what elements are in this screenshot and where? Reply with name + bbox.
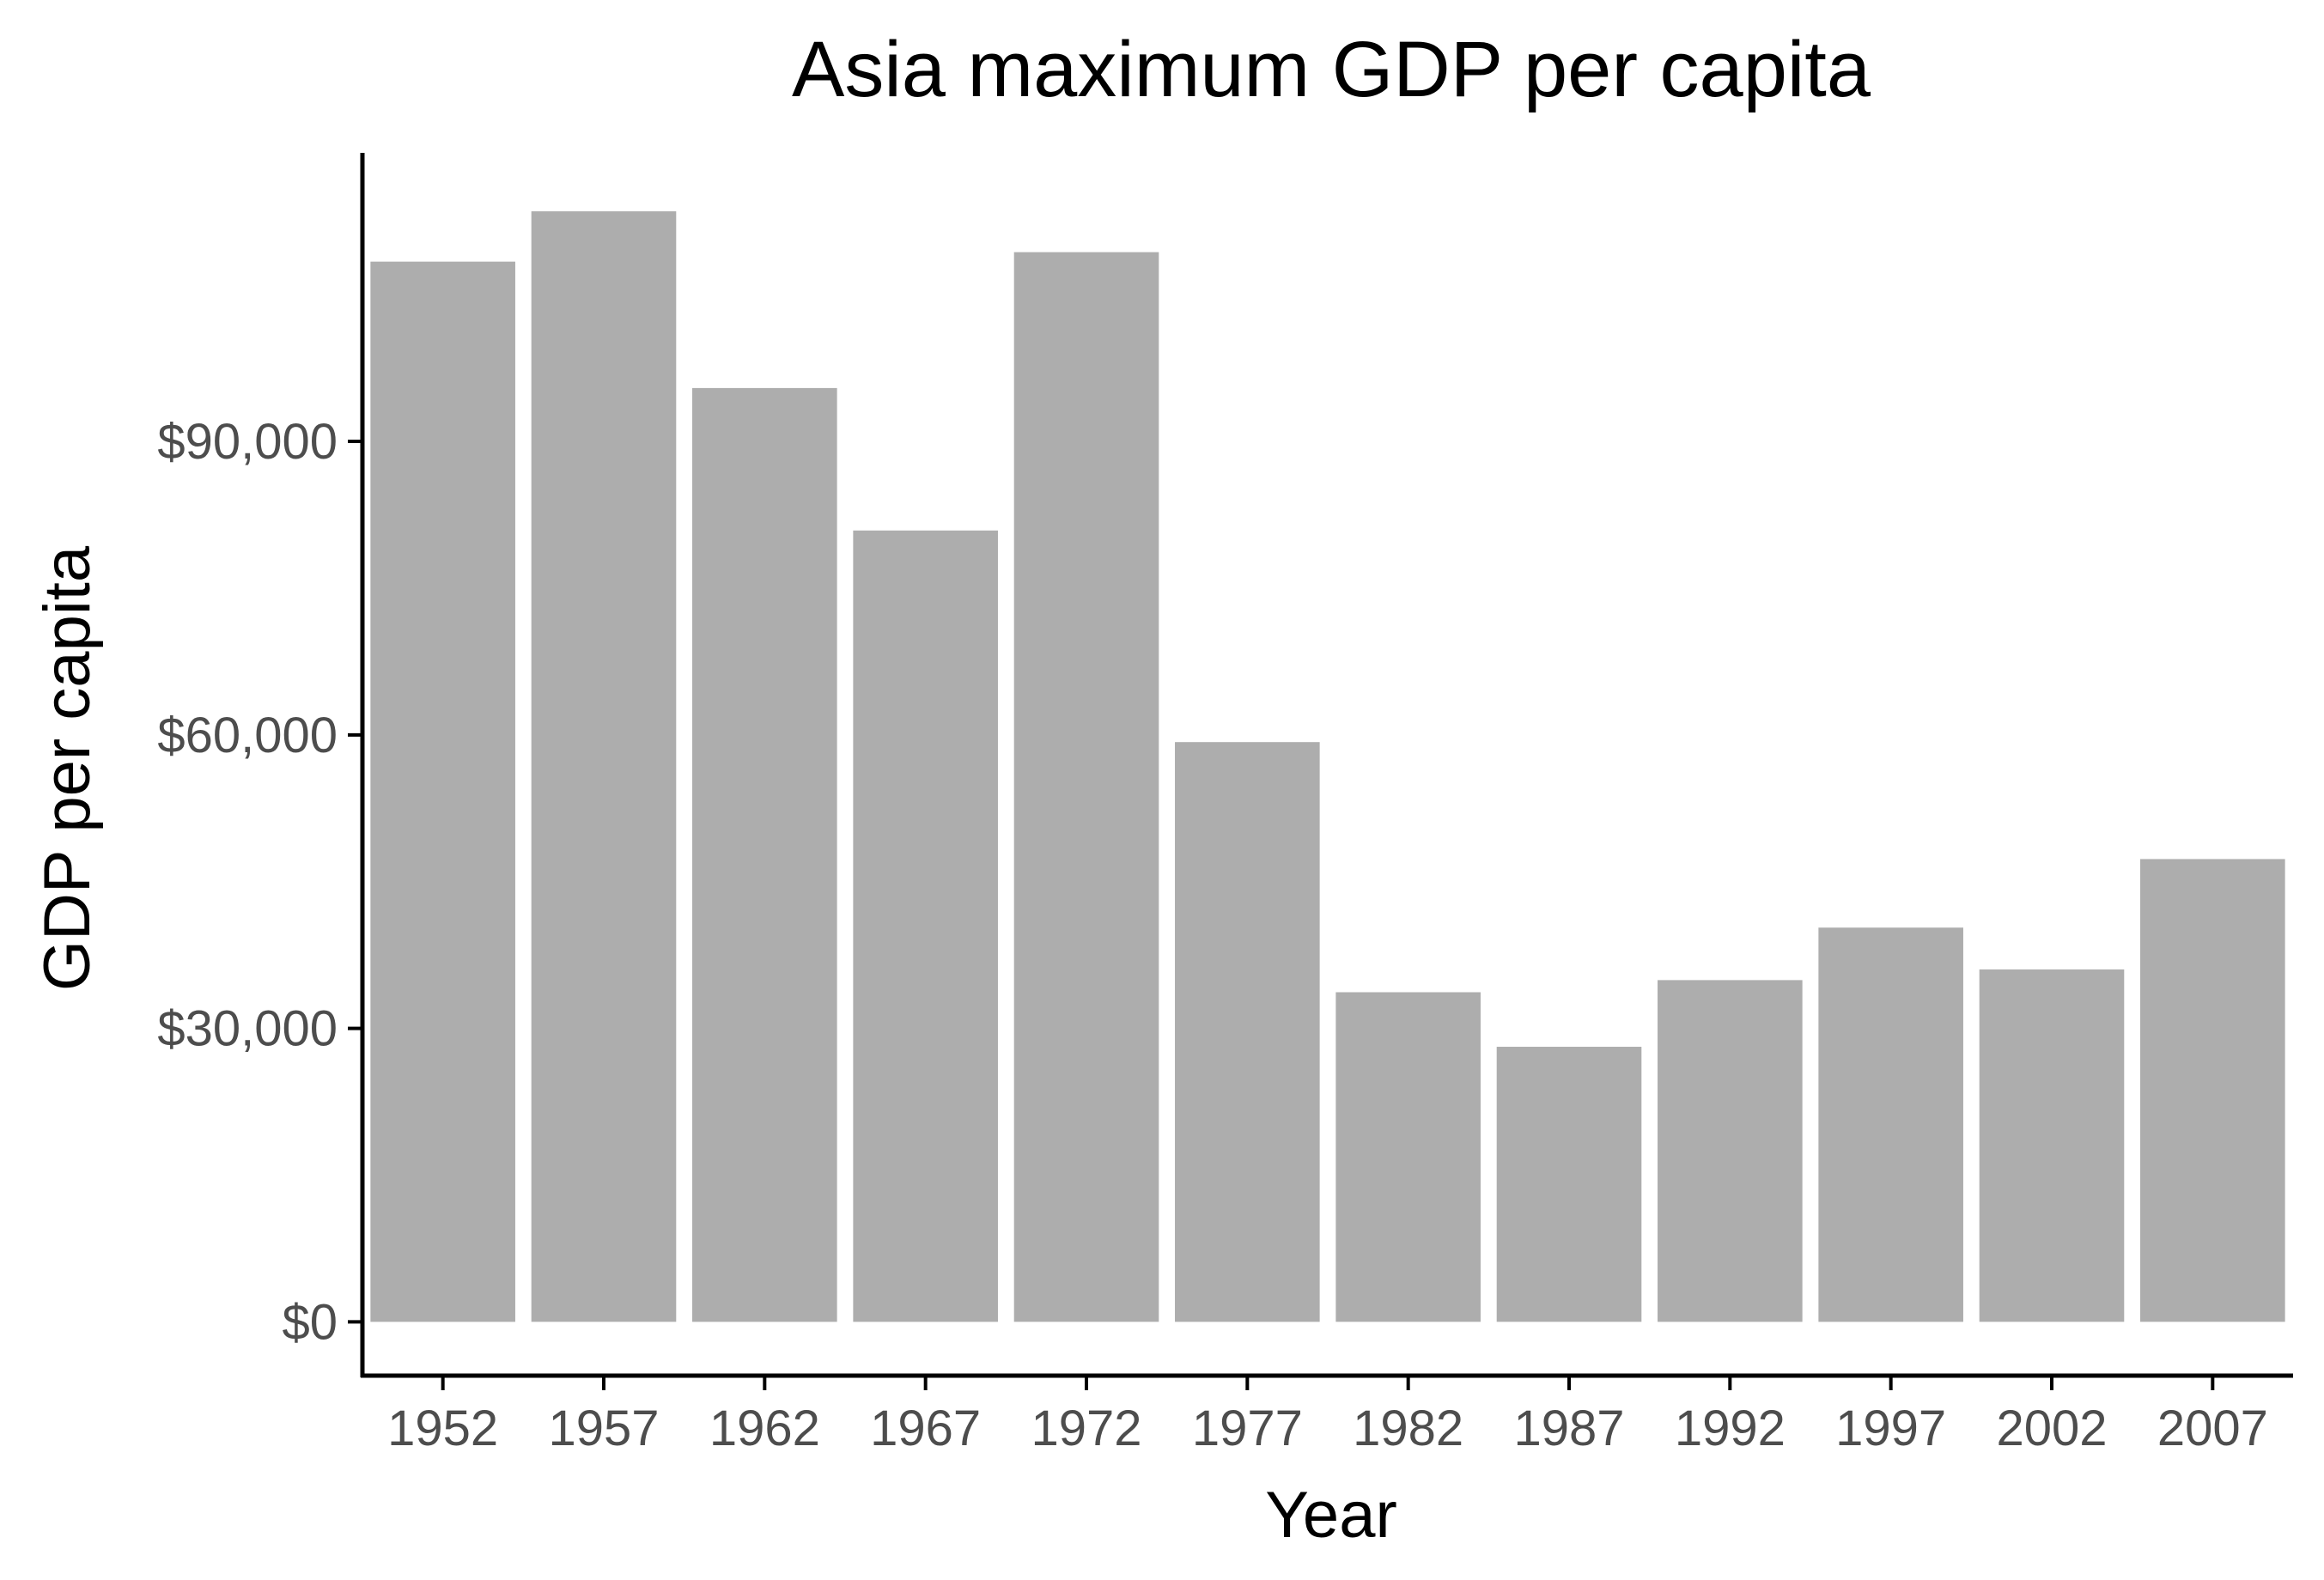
x-tick-label: 1957 — [548, 1401, 659, 1456]
x-tick-label: 1992 — [1675, 1401, 1786, 1456]
bar-1972 — [1013, 252, 1159, 1322]
x-tick-label: 1977 — [1192, 1401, 1303, 1456]
bar-2007 — [2140, 859, 2285, 1322]
x-tick-label: 1987 — [1513, 1401, 1624, 1456]
bars-group — [370, 211, 2285, 1322]
bar-1952 — [370, 261, 515, 1322]
y-tick-label: $0 — [282, 1294, 338, 1350]
x-tick-label: 1962 — [709, 1401, 820, 1456]
x-tick-label: 1972 — [1031, 1401, 1141, 1456]
y-axis-title: GDP per capita — [31, 545, 104, 991]
bar-1967 — [853, 530, 998, 1322]
x-tick-label: 2002 — [1996, 1401, 2107, 1456]
x-tick-label: 1952 — [387, 1401, 498, 1456]
x-tick-label: 1967 — [870, 1401, 981, 1456]
bar-1987 — [1496, 1047, 1642, 1322]
x-tick-label: 2007 — [2157, 1401, 2268, 1456]
x-axis: 1952 1957 1962 1967 1972 1977 1982 1987 1992 1997… — [361, 1373, 2293, 1456]
y-tick-label: $30,000 — [157, 1001, 338, 1057]
y-axis: $0 $30,000 $60,000 $90,000 — [157, 153, 365, 1377]
bar-1992 — [1658, 980, 1803, 1322]
bar-1997 — [1818, 927, 1963, 1322]
y-tick-label: $60,000 — [157, 708, 338, 763]
x-tick-label: 1997 — [1835, 1401, 1946, 1456]
x-tick-label: 1982 — [1353, 1401, 1463, 1456]
bar-2002 — [1979, 969, 2125, 1322]
bar-1982 — [1335, 992, 1481, 1322]
chart-title: Asia maximum GDP per capita — [792, 26, 1871, 113]
bar-1962 — [692, 387, 837, 1322]
y-tick-label: $90,000 — [157, 414, 338, 470]
bar-1977 — [1175, 742, 1320, 1322]
bar-1957 — [531, 211, 677, 1322]
x-axis-title: Year — [1265, 1479, 1397, 1552]
